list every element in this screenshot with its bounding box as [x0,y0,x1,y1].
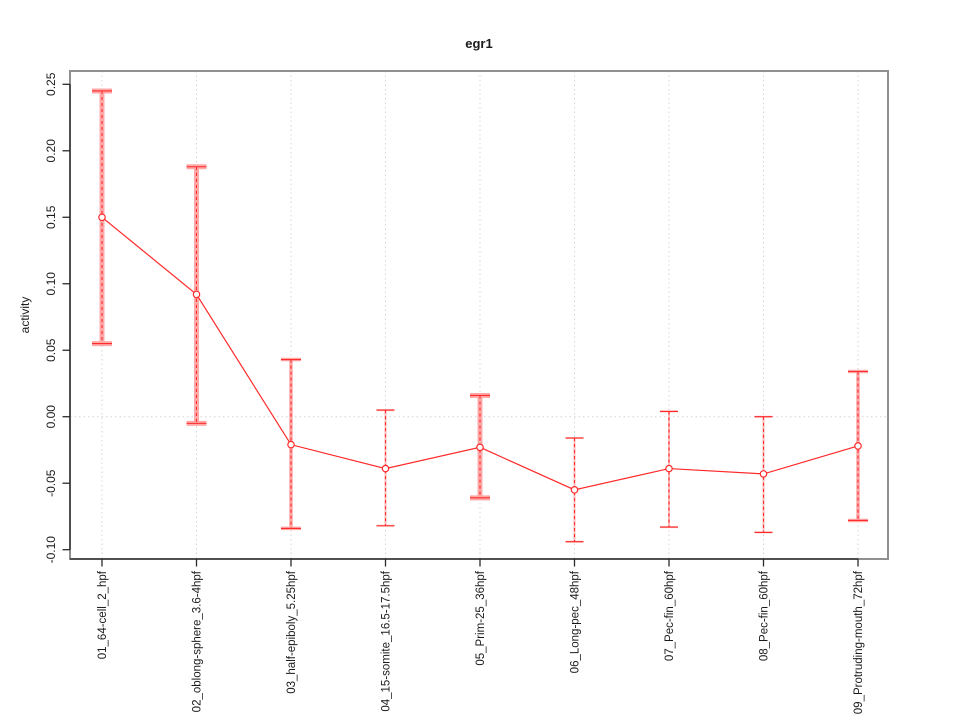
x-tick-label: 08_Pec-fin_60hpf [759,570,771,661]
y-tick-label: -0.05 [44,469,58,497]
chart-title: egr1 [465,36,493,51]
x-tick-label: 07_Pec-fin_60hpf [664,570,676,661]
y-tick-label: 0.10 [44,272,58,296]
data-point [759,470,768,478]
data-point [570,486,579,494]
y-tick-label: 0.20 [44,139,58,163]
x-tick-label: 01_64-cell_2_hpf [97,570,109,659]
data-point [381,464,390,473]
x-tick-label: 02_oblong-sphere_3.6-4hpf [192,570,204,712]
x-tick-label: 09_Protruding-mouth_72hpf [853,570,865,714]
x-tick-label: 06_Long-pec_48hpf [570,570,582,673]
data-point [476,443,484,452]
data-point [192,290,201,299]
y-tick-label: 0.25 [44,72,58,96]
y-tick-label: -0.10 [44,536,58,564]
data-point [665,464,673,473]
y-tick-label: 0.15 [44,205,58,229]
y-tick-label: 0.00 [44,405,58,429]
y-tick-label: 0.05 [44,338,58,362]
data-point [98,213,106,222]
data-point [854,442,862,450]
data-point [287,440,295,449]
x-tick-label: 04_15-somite_16.5-17.5hpf [381,570,393,711]
x-tick-label: 05_Prim-25_36hpf [475,570,487,665]
x-tick-label: 03_half-epiboly_5.25hpf [286,570,298,694]
